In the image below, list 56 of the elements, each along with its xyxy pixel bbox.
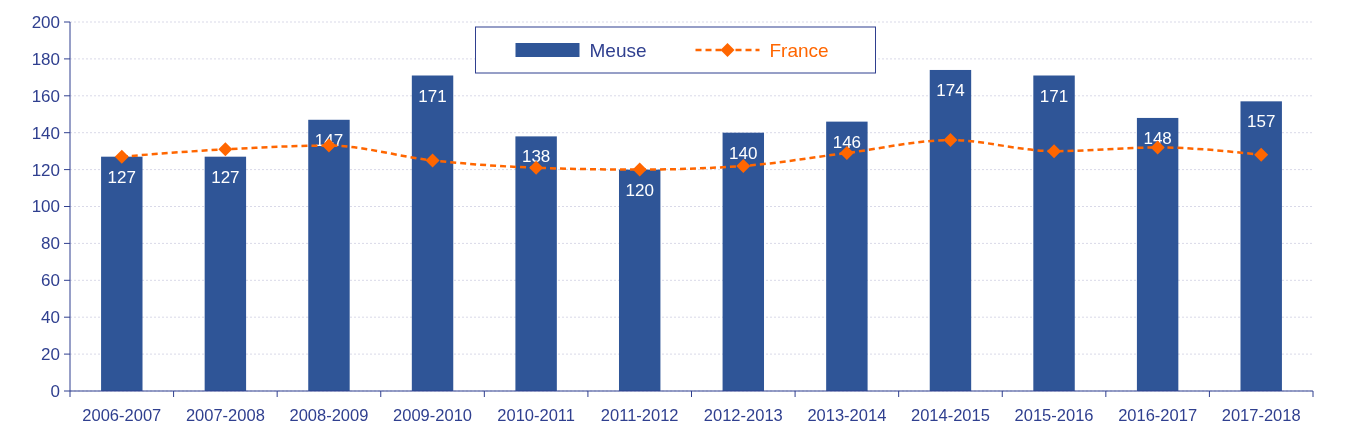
data-label: 171 [1039, 86, 1069, 106]
legend-label: France [769, 39, 829, 61]
bar [826, 121, 868, 391]
x-tick-label: 2016-2017 [1118, 406, 1198, 424]
x-tick-label: 2007-2008 [185, 406, 265, 424]
x-tick-label: 2015-2016 [1014, 406, 1094, 424]
bar [722, 132, 765, 391]
data-label: 127 [107, 167, 136, 187]
point [114, 149, 129, 164]
y-tick-label: 80 [41, 234, 60, 254]
y-tick-label: 160 [31, 86, 60, 106]
point [1254, 147, 1269, 162]
data-label: 157 [1247, 112, 1276, 132]
bar [1240, 101, 1282, 391]
x-tick-label: 2011-2012 [600, 406, 679, 424]
bar [204, 156, 247, 391]
data-label: 127 [211, 167, 240, 187]
y-tick-label: 120 [31, 160, 60, 180]
y-tick-label: 200 [31, 12, 60, 32]
data-label: 171 [418, 86, 447, 106]
y-tick-label: 60 [41, 271, 60, 291]
point [218, 142, 233, 157]
y-tick-label: 40 [41, 308, 60, 328]
bar [101, 156, 143, 391]
y-tick-label: 100 [31, 197, 60, 217]
bar [411, 75, 454, 391]
x-tick-label: 2008-2009 [289, 406, 369, 424]
bar [1136, 117, 1179, 391]
x-tick-label: 2013-2014 [807, 406, 887, 424]
x-tick-label: 2012-2013 [703, 406, 783, 424]
point [1047, 144, 1062, 159]
legend-label: Meuse [589, 39, 647, 61]
bar [618, 169, 661, 391]
y-tick-label: 0 [50, 381, 60, 401]
point [736, 158, 751, 173]
x-tick-label: 2017-2018 [1221, 406, 1301, 424]
point [425, 153, 440, 168]
y-tick-label: 20 [41, 345, 60, 365]
x-tick-label: 2006-2007 [82, 406, 162, 424]
data-label: 174 [936, 80, 965, 100]
data-label: 148 [1143, 128, 1172, 148]
bar [929, 69, 972, 391]
point [632, 162, 647, 177]
y-tick-label: 180 [31, 49, 60, 69]
data-label: 138 [521, 147, 551, 167]
bar [308, 119, 350, 391]
point [943, 133, 958, 148]
data-label: 140 [729, 143, 758, 163]
bar [1033, 75, 1075, 391]
data-label: 120 [625, 180, 654, 200]
x-tick-label: 2014-2015 [911, 406, 990, 424]
bar [515, 136, 557, 391]
x-tick-label: 2010-2011 [497, 406, 575, 424]
y-tick-label: 140 [31, 123, 60, 143]
x-tick-label: 2009-2010 [393, 406, 472, 424]
data-label: 146 [832, 132, 862, 152]
